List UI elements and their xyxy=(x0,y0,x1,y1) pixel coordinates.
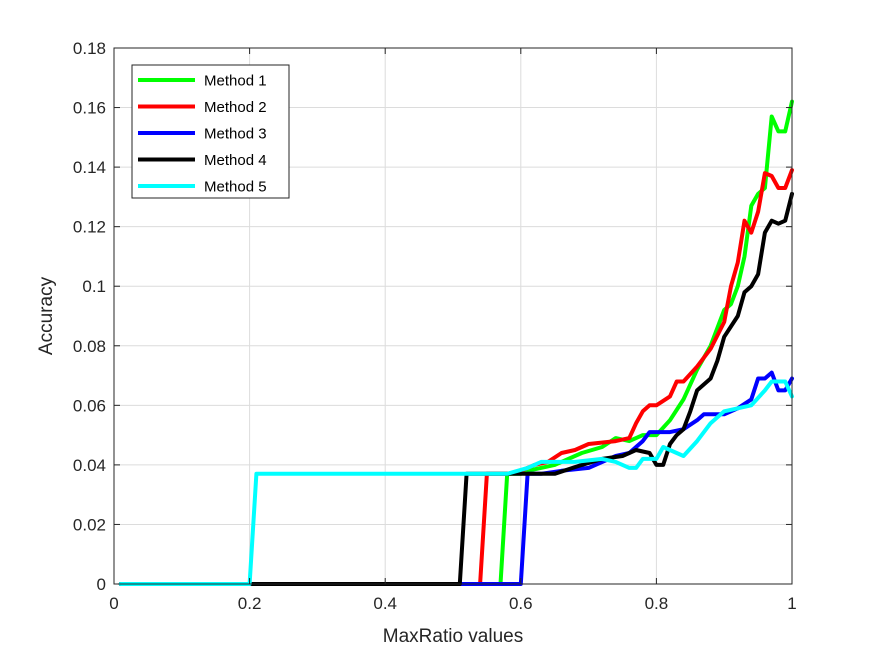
legend-label: Method 5 xyxy=(204,179,267,196)
y-tick-label: 0.02 xyxy=(73,515,106,534)
x-tick-label: 0.2 xyxy=(238,594,262,613)
y-tick-label: 0.18 xyxy=(73,39,106,58)
x-tick-label: 0.6 xyxy=(509,594,533,613)
series-line-method-4 xyxy=(118,191,794,586)
x-tick-labels: 0 0.2 0.4 0.6 0.8 1 xyxy=(109,594,796,613)
y-tick-label: 0.16 xyxy=(73,99,106,118)
y-tick-label: 0.1 xyxy=(82,277,106,296)
x-axis-label: MaxRatio values xyxy=(383,626,523,647)
x-tick-label: 1 xyxy=(787,594,796,613)
y-tick-label: 0.08 xyxy=(73,337,106,356)
legend-label: Method 1 xyxy=(204,73,267,90)
series-layer xyxy=(118,99,794,586)
legend-label: Method 2 xyxy=(204,99,267,116)
y-tick-label: 0.04 xyxy=(73,456,106,475)
x-tick-label: 0 xyxy=(109,594,118,613)
x-tick-label: 0.4 xyxy=(373,594,397,613)
y-axis-label: Accuracy xyxy=(36,276,57,355)
y-tick-label: 0 xyxy=(97,575,106,594)
y-tick-label: 0.12 xyxy=(73,218,106,237)
series-line-method-5 xyxy=(118,379,794,586)
legend-label: Method 3 xyxy=(204,126,267,143)
y-tick-label: 0.06 xyxy=(73,396,106,415)
plot-frame xyxy=(113,47,793,585)
y-tick-label: 0.14 xyxy=(73,158,106,177)
axis-ticks xyxy=(113,47,793,585)
x-tick-label: 0.8 xyxy=(645,594,669,613)
legend-label: Method 4 xyxy=(204,152,267,169)
y-tick-labels: 0 0.02 0.04 0.06 0.08 0.1 0.12 0.14 0.16 0.18 xyxy=(73,39,106,594)
legend: Method 1 Method 2 Method 3 Method 4 Method 5 xyxy=(131,64,290,199)
